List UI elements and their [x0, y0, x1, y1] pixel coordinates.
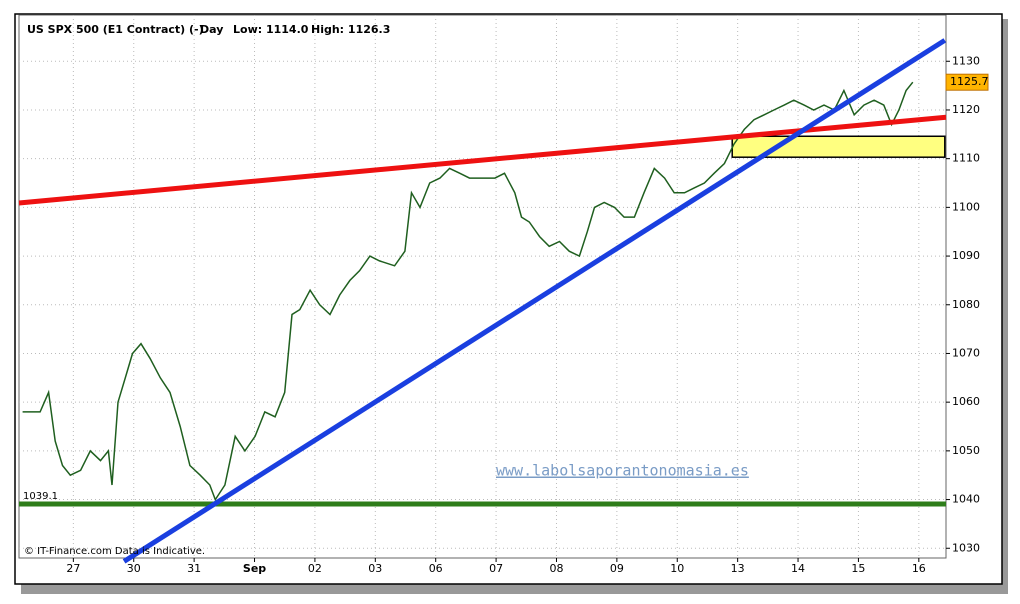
y-tick-label: 1030 [952, 541, 980, 554]
header-period: Day [200, 23, 223, 36]
y-tick-label: 1070 [952, 346, 980, 359]
trendline [122, 38, 947, 564]
plot-area [18, 14, 947, 559]
x-tick-label: 07 [489, 562, 503, 575]
y-tick-label: 1080 [952, 298, 980, 311]
header-high: High: 1126.3 [311, 23, 390, 36]
x-tick-label: 31 [187, 562, 201, 575]
x-tick-label: 06 [429, 562, 443, 575]
header-title: US SPX 500 (E1 Contract) (-) [27, 23, 204, 36]
x-tick-label: 15 [851, 562, 865, 575]
x-tick-label: 03 [368, 562, 382, 575]
x-tick-label: 27 [66, 562, 80, 575]
y-tick-label: 1060 [952, 395, 980, 408]
x-tick-label: 10 [670, 562, 684, 575]
x-tick-label: 02 [308, 562, 322, 575]
copyright: © IT-Finance.com Data is Indicative. [24, 546, 205, 557]
x-tick-label: 14 [791, 562, 805, 575]
y-tick-label: 1110 [952, 152, 980, 165]
x-tick-label: Sep [243, 562, 266, 575]
y-tick-label: 1120 [952, 103, 980, 116]
header-low: Low: 1114.0 [233, 23, 309, 36]
x-tick-label: 09 [610, 562, 624, 575]
trendline [18, 114, 947, 206]
y-tick-label: 1050 [952, 444, 980, 457]
x-tick-label: 30 [127, 562, 141, 575]
price-line [22, 81, 914, 502]
support-label: 1039.1 [23, 491, 58, 502]
layer [18, 15, 950, 564]
y-tick-label: 1100 [952, 200, 980, 213]
last-price-label: 1125.7 [950, 75, 989, 88]
y-tick-label: 1040 [952, 493, 980, 506]
x-tick-label: 13 [731, 562, 745, 575]
y-tick-label: 1130 [952, 54, 980, 67]
watermark: www.labolsaporantonomasia.es [496, 462, 749, 480]
x-tick-label: 16 [912, 562, 926, 575]
x-tick-label: 08 [549, 562, 563, 575]
last-price-tag [945, 73, 989, 91]
y-tick-label: 1090 [952, 249, 980, 262]
